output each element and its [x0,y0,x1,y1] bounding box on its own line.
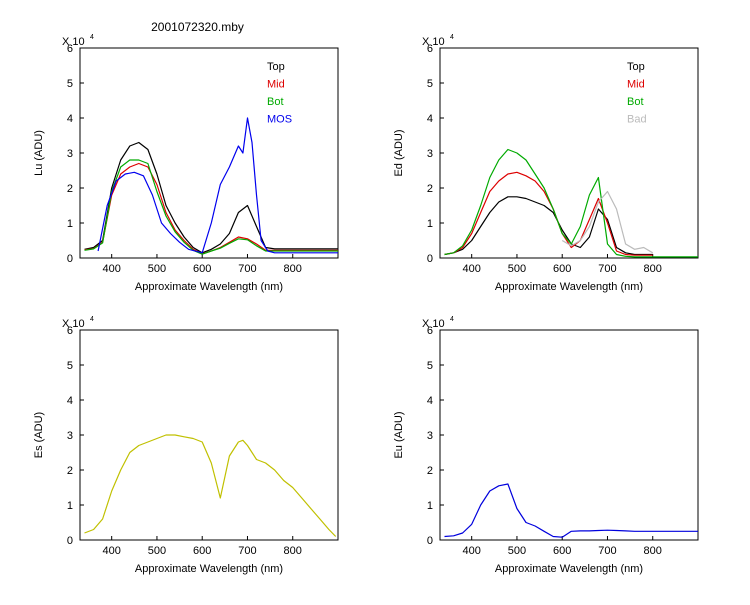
x-axis-label-lu: Approximate Wavelength (nm) [135,281,283,293]
series-line-ed-top [444,196,653,256]
x-tick-label-ed: 800 [644,263,662,275]
y-tick-label-es: 1 [67,500,73,512]
chart-lu: 400 500 600 700 800 0 1 2 3 4 5 6X 10 4 Approximate W… [33,34,339,293]
plot-frame-es [79,329,339,541]
chart-ed: 400 500 600 700 800 0 1 2 3 4 5 6X 10 4 Approximate W… [393,34,699,293]
y-tick-label-eu: 1 [427,500,433,512]
y-axis-label-lu: Lu (ADU) [33,130,45,176]
legend-entry-lu-mos: MOS [267,114,292,126]
x-axis-label-eu: Approximate Wavelength (nm) [495,563,643,575]
y-tick-label-eu: 3 [427,430,433,442]
y-axis-label-ed: Ed (ADU) [393,129,405,176]
exponent-power-ed: 4 [450,34,454,41]
y-tick-label-es: 3 [67,430,73,442]
y-tick-label-ed: 6 [427,43,433,55]
series-line-lu-mos [97,117,338,254]
legend-entry-lu-top: Top [267,61,285,73]
x-tick-label-lu: 800 [284,263,302,275]
y-tick-label-lu: 3 [67,148,73,160]
y-tick-label-lu: 1 [67,218,73,230]
series-line-ed-bot [444,148,698,258]
x-axis-label-ed: Approximate Wavelength (nm) [495,281,643,293]
plot-frame-lu [79,47,339,259]
x-tick-label-es: 800 [284,545,302,557]
x-axis-label-es: Approximate Wavelength (nm) [135,563,283,575]
y-tick-label-es: 0 [67,535,73,547]
x-tick-label-es: 600 [193,545,211,557]
x-tick-label-lu: 600 [193,263,211,275]
y-tick-label-lu: 6 [67,43,73,55]
y-tick-label-es: 5 [67,360,73,372]
series-line-lu-top [84,141,338,254]
exponent-power-lu: 4 [90,34,94,41]
exponent-label-eu: X 10 [422,318,445,330]
y-tick-label-ed: 5 [427,78,433,90]
exponent-power-es: 4 [90,316,94,323]
series-line-es-0 [84,434,337,537]
y-tick-label-eu: 0 [427,535,433,547]
y-tick-label-lu: 0 [67,253,73,265]
y-tick-label-lu: 5 [67,78,73,90]
x-tick-label-eu: 800 [644,545,662,557]
exponent-label-lu: X 10 [62,36,85,48]
legend-entry-lu-mid: Mid [267,79,285,91]
y-tick-label-lu: 4 [67,113,73,125]
x-tick-label-ed: 600 [553,263,571,275]
x-tick-label-es: 400 [103,545,121,557]
exponent-label-ed: X 10 [422,36,445,48]
exponent-power-eu: 4 [450,316,454,323]
chart-eu: 400 500 600 700 800 0 1 2 3 4 5 6X 10 4 Approximate W… [393,316,699,575]
legend-entry-ed-mid: Mid [627,79,645,91]
series-line-ed-mid [444,171,653,256]
y-axis-label-eu: Eu (ADU) [393,411,405,458]
legend-entry-lu-bot: Bot [267,96,284,108]
y-tick-label-lu: 2 [67,183,73,195]
y-tick-label-ed: 0 [427,253,433,265]
y-tick-label-eu: 4 [427,395,433,407]
series-line-lu-bot [84,159,338,255]
x-tick-label-lu: 400 [103,263,121,275]
series-line-lu-mid [84,162,338,255]
series-line-ed-bad [561,190,654,254]
legend-entry-ed-bot: Bot [627,96,644,108]
y-tick-label-eu: 2 [427,465,433,477]
series-line-eu-0 [444,483,698,538]
x-tick-label-eu: 700 [598,545,616,557]
x-tick-label-ed: 400 [463,263,481,275]
legend-entry-ed-top: Top [627,61,645,73]
y-tick-label-es: 6 [67,325,73,337]
y-tick-label-ed: 4 [427,113,433,125]
y-axis-label-es: Es (ADU) [33,412,45,458]
plot-frame-ed [439,47,699,259]
x-tick-label-eu: 600 [553,545,571,557]
y-tick-label-ed: 1 [427,218,433,230]
exponent-label-es: X 10 [62,318,85,330]
y-tick-label-ed: 2 [427,183,433,195]
x-tick-label-lu: 700 [238,263,256,275]
x-tick-label-es: 700 [238,545,256,557]
x-tick-label-eu: 400 [463,545,481,557]
x-tick-label-lu: 500 [148,263,166,275]
x-tick-label-es: 500 [148,545,166,557]
y-tick-label-eu: 6 [427,325,433,337]
x-tick-label-ed: 500 [508,263,526,275]
y-tick-label-es: 4 [67,395,73,407]
figure-title: 2001072320.mby [151,20,244,34]
chart-es: 400 500 600 700 800 0 1 2 3 4 5 6X 10 4 Approximate W… [33,316,339,575]
legend-entry-ed-bad: Bad [627,114,647,126]
y-tick-label-eu: 5 [427,360,433,372]
y-tick-label-ed: 3 [427,148,433,160]
x-tick-label-eu: 500 [508,545,526,557]
y-tick-label-es: 2 [67,465,73,477]
x-tick-label-ed: 700 [598,263,616,275]
